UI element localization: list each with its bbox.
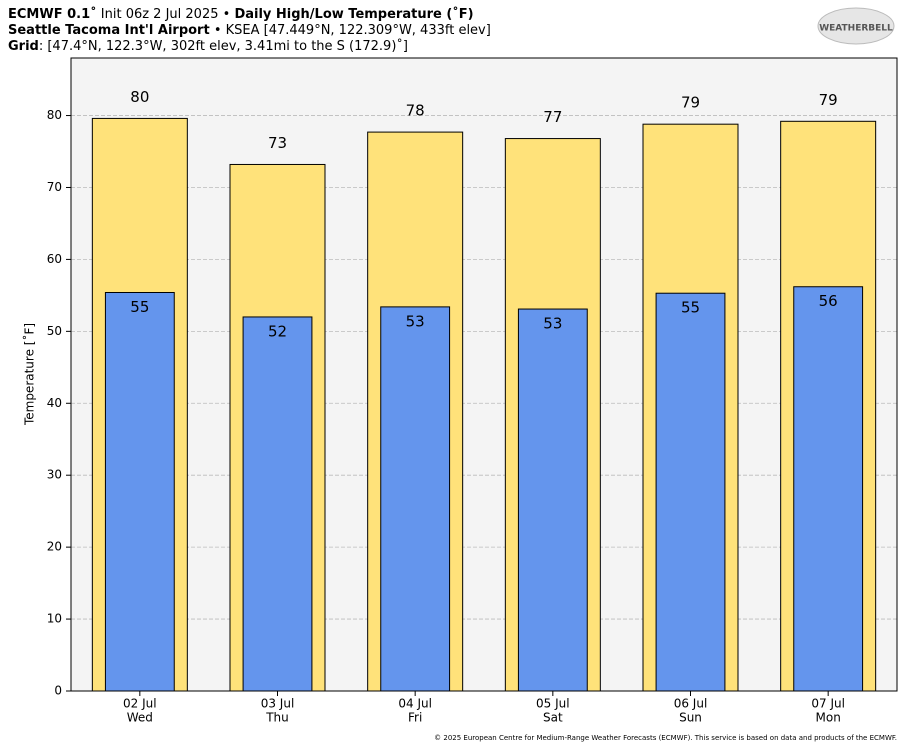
bar — [793, 286, 864, 692]
x-tick-sublabel: Fri — [408, 711, 422, 725]
value-label: 80 — [130, 88, 149, 106]
y-tick-label: 60 — [47, 252, 62, 266]
plot-frame — [70, 57, 898, 692]
value-label: 52 — [268, 322, 287, 340]
value-label: 79 — [681, 94, 700, 112]
header-line-1: ECMWF 0.1˚ Init 06z 2 Jul 2025 • Daily H… — [8, 6, 474, 22]
x-tick-sublabel: Sat — [543, 711, 563, 725]
y-tick-label: 70 — [47, 180, 62, 194]
logo: WEATHERBELL — [819, 24, 893, 34]
x-tick-label: 03 Jul — [261, 697, 295, 711]
model: ECMWF 0.1˚ — [8, 6, 97, 22]
value-label: 56 — [819, 292, 838, 310]
x-tick-sublabel: Wed — [127, 711, 153, 725]
x-tick-label: 05 Jul — [536, 697, 570, 711]
x-tick-sublabel: Sun — [679, 711, 702, 725]
value-label: 77 — [543, 108, 562, 126]
header-line-3: Grid: [47.4°N, 122.3°W, 302ft elev, 3.41… — [8, 38, 408, 54]
grid-info: : [47.4°N, 122.3°W, 302ft elev, 3.41mi t… — [39, 38, 408, 54]
value-label: 55 — [681, 299, 700, 317]
y-tick-label: 80 — [47, 108, 62, 122]
bar — [517, 308, 588, 692]
x-tick-label: 06 Jul — [674, 697, 708, 711]
bar — [104, 291, 175, 692]
y-tick-label: 40 — [47, 396, 62, 410]
y-tick-label: 0 — [54, 684, 62, 698]
bar — [380, 306, 451, 692]
x-tick-label: 02 Jul — [123, 697, 157, 711]
x-tick-sublabel: Thu — [265, 711, 289, 725]
y-tick-label: 10 — [47, 612, 62, 626]
y-tick-label: 30 — [47, 468, 62, 482]
x-tick-label: 04 Jul — [398, 697, 432, 711]
station-info: • KSEA [47.449°N, 122.309°W, 433ft elev] — [210, 23, 491, 38]
logo-badge — [817, 7, 895, 45]
header-line-2: Seattle Tacoma Int'l Airport • KSEA [47.… — [8, 23, 491, 38]
y-axis-label: Temperature [˚F] — [22, 323, 37, 426]
value-label: 55 — [130, 298, 149, 316]
value-label: 73 — [268, 134, 287, 152]
bar — [242, 316, 313, 692]
y-tick-label: 50 — [47, 324, 62, 338]
plot — [71, 115, 897, 692]
y-tick-label: 20 — [47, 540, 62, 554]
value-label: 78 — [406, 102, 425, 120]
x-tick-label: 07 Jul — [811, 697, 845, 711]
bar — [655, 292, 726, 692]
value-label: 79 — [819, 91, 838, 109]
station: Seattle Tacoma Int'l Airport — [8, 23, 210, 38]
grid-label: Grid — [8, 39, 39, 54]
x-tick-sublabel: Mon — [816, 711, 841, 725]
init: Init 06z 2 Jul 2025 • — [97, 7, 235, 22]
chart-title: Daily High/Low Temperature (˚F) — [234, 6, 473, 22]
footer: © 2025 European Centre for Medium-Range … — [434, 734, 897, 742]
plot-area — [71, 58, 897, 691]
value-label: 53 — [543, 315, 562, 333]
value-label: 53 — [406, 312, 425, 330]
